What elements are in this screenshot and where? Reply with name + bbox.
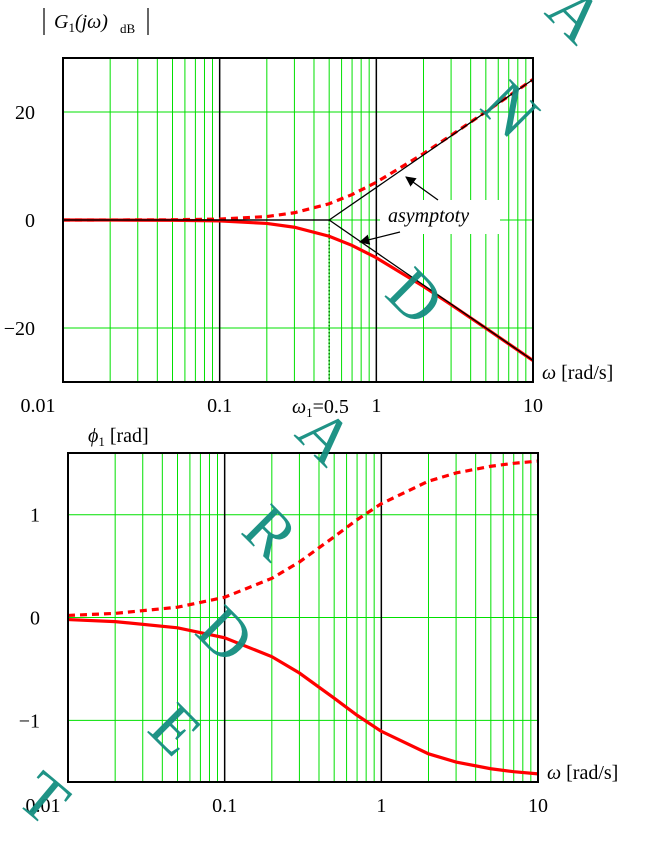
x-label-unit: [rad/s] bbox=[561, 362, 613, 384]
y-tick-label: −1 bbox=[19, 710, 40, 732]
x-label-unit: [rad/s] bbox=[566, 762, 618, 784]
x-tick-label: 1 bbox=[376, 795, 386, 817]
y-axis-label: ϕ1 [rad] bbox=[88, 425, 149, 449]
y-tick-label: 20 bbox=[15, 102, 35, 124]
x-tick-label: 10 bbox=[523, 395, 543, 417]
y-axis-label: G1(jω)dB bbox=[54, 11, 135, 36]
x-axis-label: ω[rad/s] bbox=[547, 762, 618, 784]
x-label-symbol: ω bbox=[542, 362, 556, 384]
corner-symbol: ω bbox=[292, 396, 306, 418]
y-label-sub: 1 bbox=[98, 434, 105, 449]
x-tick-label: 0.01 bbox=[21, 395, 56, 417]
y-tick-label: 1 bbox=[30, 505, 40, 527]
annotation: asymptoty bbox=[388, 205, 469, 227]
x-tick-label: 0.1 bbox=[212, 795, 237, 817]
y-label-main: G bbox=[54, 11, 69, 33]
watermark-letter: A bbox=[533, 0, 619, 58]
y-label-unit: dB bbox=[120, 21, 136, 36]
x-tick-label: 0.1 bbox=[207, 395, 232, 417]
bode-plots: 200−200.010.1110ω[rad/s]G1(jω)dBω1=0.5as… bbox=[0, 0, 658, 842]
x-axis-label: ω[rad/s] bbox=[542, 362, 613, 384]
y-tick-label: 0 bbox=[30, 608, 40, 630]
x-tick-label: 1 bbox=[371, 395, 381, 417]
y-label-unit: [rad] bbox=[110, 425, 149, 447]
x-tick-label: 10 bbox=[528, 795, 548, 817]
y-tick-label: 0 bbox=[25, 210, 35, 232]
y-tick-label: −20 bbox=[4, 318, 35, 340]
y-label-arg: (jω) bbox=[75, 11, 108, 33]
x-label-symbol: ω bbox=[547, 762, 561, 784]
y-label-symbol: ϕ bbox=[88, 425, 98, 447]
